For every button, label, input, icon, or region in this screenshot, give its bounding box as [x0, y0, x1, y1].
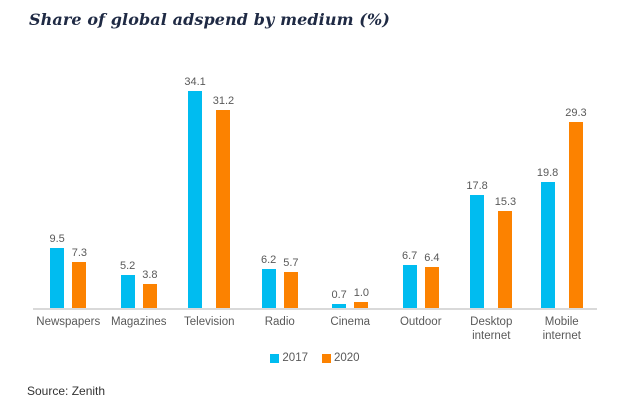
bar-2020: [216, 109, 231, 308]
bar-group: 0.7 1.0: [315, 73, 386, 308]
bar-2017: [332, 303, 347, 308]
bar-2017: [120, 274, 135, 308]
bar-value-label: 6.2: [260, 253, 277, 266]
bar-group: 9.5 7.3: [33, 73, 104, 308]
bar-value-label: 7.3: [71, 246, 88, 259]
chart-title: Share of global adspend by medium (%): [29, 10, 390, 29]
bar-value-label: 5.7: [283, 256, 299, 269]
legend: 2017 2020: [33, 352, 597, 364]
bar-group: 17.8 15.3: [456, 73, 527, 308]
bar-2020: [283, 271, 298, 308]
bar-2017: [402, 265, 417, 308]
bar-group: 34.1 31.2: [174, 73, 245, 308]
legend-label-2017: 2017: [282, 352, 308, 364]
bar-2020: [568, 121, 583, 308]
bar-value-label: 5.2: [119, 259, 136, 272]
x-axis-category-row: Newspapers Magazines Television Radio Cinema…: [33, 315, 597, 344]
plot-area: 9.5 7.3 5.2 3.8 34.1 31.2 6.2 5.7 0.7 1.0 6.7 6.4 17…: [33, 73, 597, 310]
bar-2017: [470, 194, 485, 308]
bar-value-label: 6.7: [401, 250, 418, 263]
bar-value-label: 29.3: [565, 106, 587, 119]
x-axis-category-label: Radio: [264, 316, 295, 328]
x-axis-category-label: Magazines: [110, 316, 167, 328]
bar-value-label: 34.1: [184, 76, 206, 89]
bar-group: 6.7 6.4: [386, 73, 457, 308]
bar-value-label: 15.3: [494, 195, 517, 208]
x-axis-category-label: Desktop internet: [470, 316, 513, 343]
bar-2017: [188, 91, 203, 308]
bar-value-label: 9.5: [49, 232, 65, 245]
bar-2017: [540, 182, 555, 308]
source-note: Source: Zenith: [27, 384, 106, 398]
legend-swatch-2017-icon: [270, 353, 280, 363]
bar-value-label: 6.4: [424, 252, 440, 265]
bar-2017: [261, 268, 276, 308]
bar-value-label: 17.8: [466, 179, 488, 192]
bar-value-label: 19.8: [536, 167, 559, 180]
x-axis-category-label: Outdoor: [399, 316, 442, 328]
legend-item-2020: 2020: [322, 352, 360, 364]
legend-swatch-2020-icon: [322, 353, 331, 363]
x-axis-category-label: Cinema: [330, 316, 371, 328]
bar-group: 19.8 29.3: [527, 73, 598, 308]
bar-2017: [50, 247, 65, 308]
bar-value-label: 31.2: [212, 94, 235, 107]
bar-group: 6.2 5.7: [245, 73, 316, 308]
legend-label-2020: 2020: [334, 352, 360, 364]
bar-2020: [498, 210, 513, 308]
bar-value-label: 0.7: [331, 288, 347, 301]
legend-item-2017: 2017: [270, 352, 308, 364]
bar-2020: [72, 261, 87, 308]
x-axis-category-label: Television: [184, 316, 235, 328]
bar-2020: [424, 267, 439, 308]
x-axis-category-label: Newspapers: [36, 316, 101, 328]
bar-2020: [354, 301, 369, 308]
bar-value-label: 3.8: [142, 268, 158, 281]
x-axis-category-label: Mobile internet: [542, 316, 581, 343]
bar-2020: [142, 283, 157, 308]
bar-value-label: 1.0: [353, 286, 370, 299]
bar-group: 5.2 3.8: [104, 73, 175, 308]
